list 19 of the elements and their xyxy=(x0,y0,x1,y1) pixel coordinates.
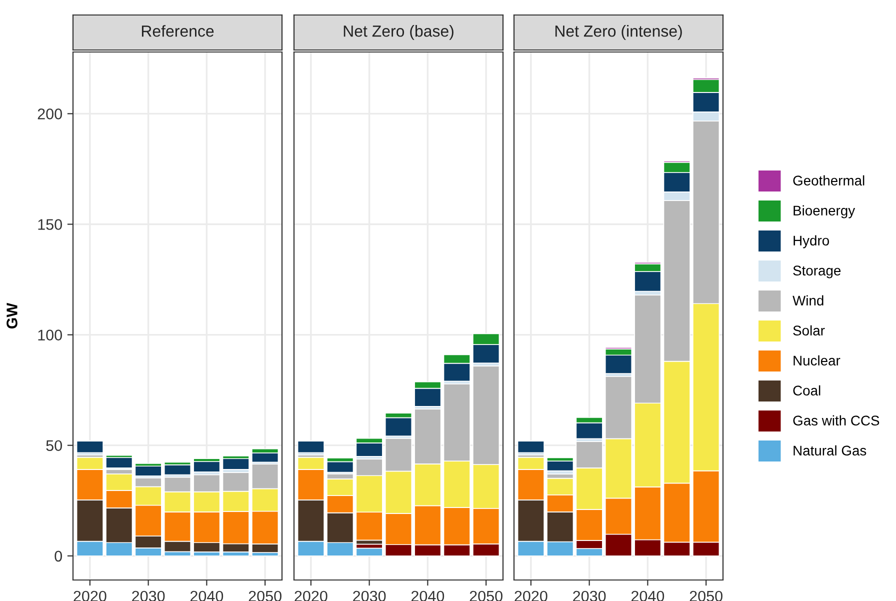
legend-label: Geothermal xyxy=(793,175,864,186)
y-tick-label: 100 xyxy=(38,330,62,340)
chart-title: Reference xyxy=(142,25,214,37)
y-tick-label: 150 xyxy=(38,219,62,230)
legend-label: Bioenergy xyxy=(794,205,856,218)
legend-label: Coal xyxy=(793,385,820,396)
legend-label: Wind xyxy=(792,295,824,306)
chart-title: Net Zero (intense) xyxy=(555,25,682,40)
y-tick-label: 200 xyxy=(38,108,62,120)
y-tick-label: 0 xyxy=(54,550,62,562)
legend-label: Nuclear xyxy=(794,355,840,366)
legend-label: Hydro xyxy=(794,235,830,248)
y-tick-label: 50 xyxy=(46,440,62,452)
chart-title: Net Zero (base) xyxy=(344,25,454,40)
legend-label: Gas with CCS xyxy=(793,415,880,426)
y-axis-title: GW xyxy=(6,302,18,329)
legend-label: Solar xyxy=(793,325,825,336)
legend-label: Natural Gas xyxy=(794,445,866,456)
legend-label: Storage xyxy=(793,266,841,278)
